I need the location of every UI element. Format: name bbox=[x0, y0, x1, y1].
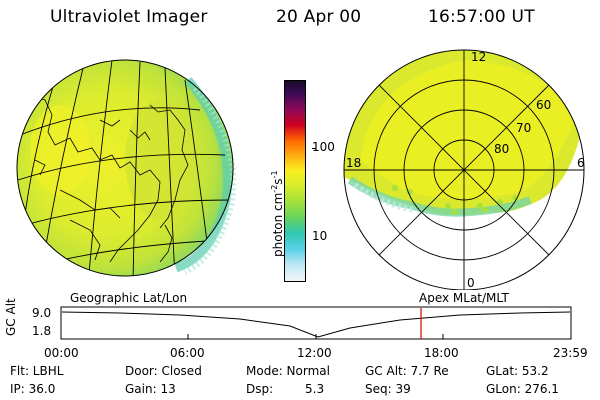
mlt-label-12: 12 bbox=[471, 50, 486, 64]
left-projection-label: Geographic Lat/Lon bbox=[70, 291, 188, 305]
glon-info: GLon: 276.1 bbox=[486, 382, 559, 396]
altitude-plot bbox=[60, 306, 572, 340]
polar-plot: 12 18 6 0 60 70 80 bbox=[343, 49, 585, 290]
time-label: 16:57:00 UT bbox=[428, 7, 535, 27]
mode-info: Mode: Normal bbox=[246, 364, 330, 378]
altitude-curve bbox=[61, 311, 571, 338]
altitude-ylabel: GC Alt bbox=[4, 298, 18, 336]
filter-info: Flt: LBHL bbox=[10, 364, 64, 378]
instrument-title: Ultraviolet Imager bbox=[50, 7, 208, 27]
colorbar-tick-100: 100 bbox=[312, 140, 335, 154]
dsp-label: Dsp: bbox=[246, 382, 274, 396]
mlat-label-80: 80 bbox=[494, 142, 509, 156]
ip-info: IP: 36.0 bbox=[10, 382, 56, 396]
gc-alt-info: GC Alt: 7.7 Re bbox=[365, 364, 449, 378]
globe-limb bbox=[16, 59, 234, 277]
altitude-xtick-0: 00:00 bbox=[44, 346, 79, 360]
altitude-xtick-2: 12:00 bbox=[297, 346, 332, 360]
mlat-label-60: 60 bbox=[536, 98, 551, 112]
colorbar bbox=[284, 80, 306, 282]
altitude-xtick-4: 23:59 bbox=[553, 346, 588, 360]
altitude-xtick-1: 06:00 bbox=[170, 346, 205, 360]
colorbar-tick-10: 10 bbox=[312, 229, 328, 243]
altitude-ytick-min: 1.8 bbox=[32, 324, 52, 338]
geographic-image bbox=[16, 59, 237, 277]
gain-info: Gain: 13 bbox=[125, 382, 176, 396]
seq-info: Seq: 39 bbox=[365, 382, 411, 396]
mlt-label-6: 6 bbox=[577, 156, 585, 170]
date-label: 20 Apr 00 bbox=[276, 7, 362, 27]
right-projection-label: Apex MLat/MLT bbox=[419, 291, 509, 305]
dsp-value: 5.3 bbox=[305, 382, 325, 396]
glat-info: GLat: 53.2 bbox=[486, 364, 549, 378]
mlt-label-18: 18 bbox=[346, 156, 361, 170]
altitude-ytick-max: 9.0 bbox=[32, 306, 52, 320]
mlt-label-0: 0 bbox=[467, 276, 475, 290]
colorbar-label: photon cm-2s-1 bbox=[270, 170, 285, 257]
mlat-label-70: 70 bbox=[516, 121, 531, 135]
door-info: Door: Closed bbox=[125, 364, 202, 378]
altitude-xtick-3: 18:00 bbox=[424, 346, 459, 360]
